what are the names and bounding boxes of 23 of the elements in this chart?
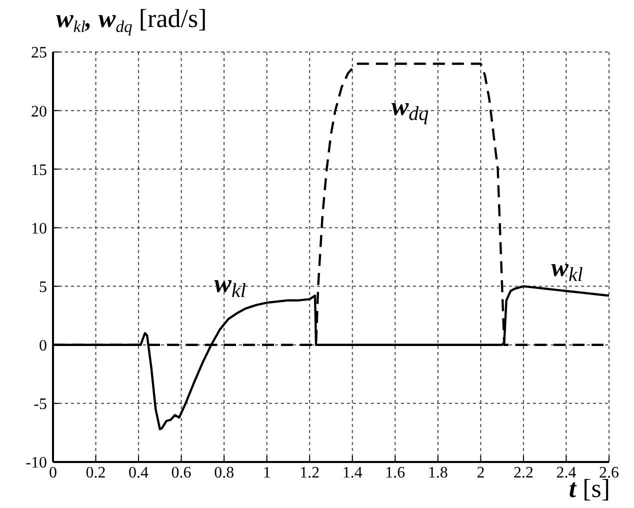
- annotation: w$_{kl}$: [214, 269, 246, 302]
- y-tick-label: 0: [39, 338, 47, 355]
- x-tick-label: 0.4: [128, 464, 149, 482]
- x-tick-label: 0.8: [214, 464, 234, 482]
- y-tick-label: 20: [31, 103, 47, 120]
- x-tick-label: 1: [262, 464, 271, 482]
- x-tick-label: 1.6: [385, 464, 406, 482]
- y-axis-title: w$_{kl}$, w$_{dq}$ [rad/s]: [56, 4, 207, 36]
- y-tick-label: 15: [31, 162, 47, 179]
- annotation: w$_{kl}$: [551, 253, 584, 286]
- x-tick-label: 0.2: [86, 464, 106, 482]
- x-tick-label: 2.2: [513, 464, 534, 482]
- annotation: w$_{dq}$: [391, 92, 429, 125]
- x-tick-label: 1.2: [300, 464, 320, 482]
- x-tick-label: 1.4: [342, 464, 362, 482]
- y-tick-label: 25: [31, 44, 47, 62]
- y-tick-label: 10: [31, 220, 47, 238]
- y-tick-label: -10: [26, 454, 47, 472]
- x-tick-label: 2: [476, 464, 485, 482]
- x-tick-label: 1.8: [428, 464, 448, 482]
- y-tick-label: 5: [39, 278, 47, 296]
- x-tick-label: 0.6: [171, 464, 192, 482]
- y-tick-label: -5: [34, 396, 47, 414]
